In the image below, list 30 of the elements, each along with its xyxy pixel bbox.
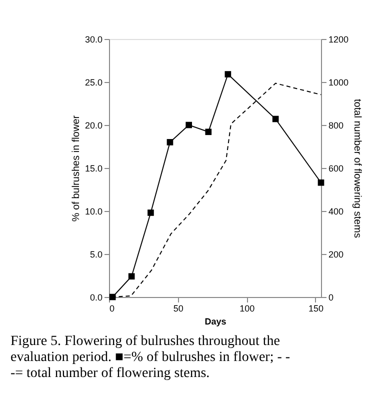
y2-tick-label: 400 bbox=[328, 206, 344, 216]
x-tick-label: 100 bbox=[240, 304, 255, 314]
y-tick-label: 0.0 bbox=[90, 292, 102, 302]
x-axis-title: Days bbox=[204, 316, 226, 326]
y-tick-label: 5.0 bbox=[90, 250, 102, 260]
y-tick-label: 15.0 bbox=[84, 164, 102, 174]
x-tick-label: 0 bbox=[110, 304, 115, 314]
point bbox=[224, 71, 232, 78]
point bbox=[128, 273, 135, 280]
point bbox=[166, 139, 174, 146]
caption: Figure 5. Flowering of bulrushes throughout the evaluation period. ■=% of bulrushes in flower; - - -= total number of flowering stems. bbox=[10, 334, 290, 381]
x-tick-label: 50 bbox=[173, 304, 184, 314]
y-tick-label: 20.0 bbox=[84, 120, 102, 130]
y2-tick-label: 200 bbox=[328, 250, 344, 260]
y2-axis-title: total number of flowering stems bbox=[352, 99, 363, 238]
point bbox=[272, 116, 279, 122]
y2-tick-label: 1200 bbox=[328, 34, 349, 44]
y-tick-label: 10.0 bbox=[84, 206, 102, 216]
y-tick-label: 30.0 bbox=[84, 34, 102, 44]
point bbox=[205, 128, 212, 136]
point bbox=[186, 122, 192, 128]
y2-tick-label: 1000 bbox=[328, 78, 349, 88]
y-axis-title: % of bulrushes in flower bbox=[70, 114, 82, 222]
y2-tick-label: 800 bbox=[328, 120, 344, 130]
y-tick-label: 25.0 bbox=[84, 78, 102, 88]
y2-tick-label: 0 bbox=[328, 292, 334, 302]
y2-tick-label: 600 bbox=[328, 164, 344, 174]
x-tick-label: 150 bbox=[308, 304, 324, 314]
point bbox=[318, 179, 324, 186]
point bbox=[148, 210, 154, 216]
